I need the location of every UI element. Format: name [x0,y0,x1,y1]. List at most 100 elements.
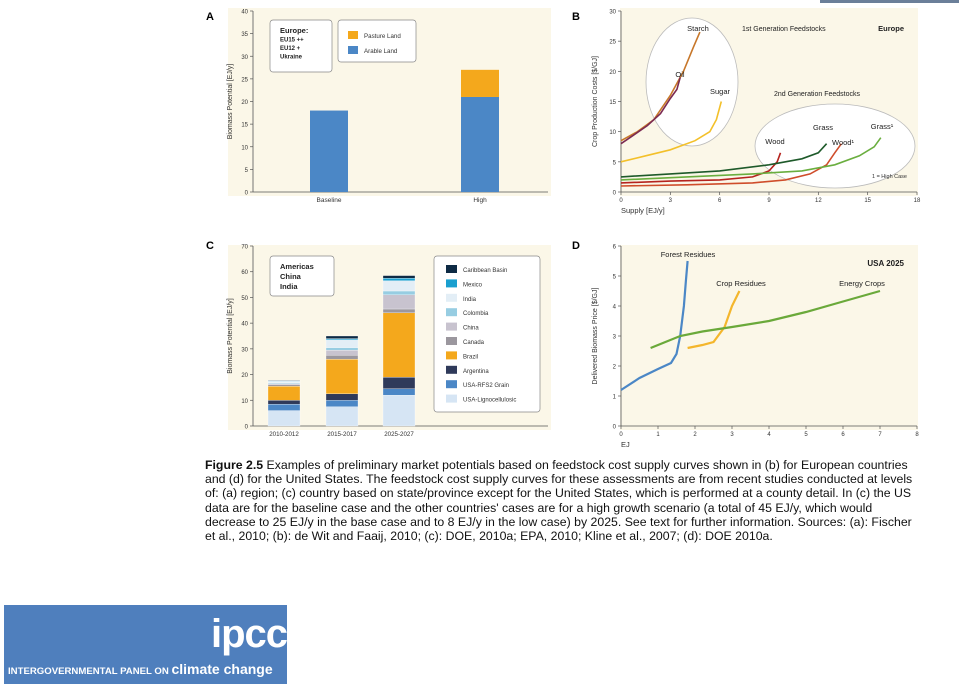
tick-label-b-y-4: 20 [609,70,616,76]
cat-label-c-2: 2025-2027 [384,431,414,438]
tick-label-a-y-6: 30 [241,55,248,61]
tick-label-b-x-5: 15 [864,198,871,204]
series-b-4 [620,143,828,178]
tick-label-b-x-2: 6 [718,198,722,204]
region-label-b: Europe [878,24,904,33]
series-b-5 [620,143,843,187]
legend-c-swatch-0 [446,265,457,273]
bar-a-1-0 [461,96,499,192]
bar-c-2-7 [382,280,416,292]
tick-label-b-x-4: 12 [815,198,822,204]
tick-label-b-x-3: 9 [767,198,771,204]
series-label-d-0: Forest Residues [661,250,716,259]
title-d: USA 2025 [867,259,904,268]
tick-label-b-x-1: 3 [669,198,673,204]
tick-label-c-y-2: 20 [241,373,248,379]
bar-c-0-4 [267,384,301,387]
tick-label-d-y-2: 2 [613,365,617,371]
legend-c-label-6: Brazil [463,354,478,360]
legend-c-label-3: Colombia [463,311,489,317]
bar-c-2-6 [382,290,416,296]
tick-label-c-y-7: 70 [241,245,248,251]
bar-c-1-7 [325,339,359,348]
bar-c-2-3 [382,312,416,378]
tick-label-d-x-4: 4 [767,432,771,438]
bar-c-0-2 [267,400,301,405]
note-b: 1 = High Case [872,174,907,180]
top-rule [820,0,959,3]
axis-label-d-x: EJ [621,440,630,449]
series-label-b-5: Wood¹ [832,138,854,147]
legend-c-swatch-5 [446,337,457,345]
panel-letter-c: C [206,240,214,252]
legend-a-swatch-1 [348,46,358,54]
bar-c-2-5 [382,294,416,310]
bar-c-2-9 [382,275,416,279]
highlight-b-first [645,17,739,147]
tick-label-c-y-5: 50 [241,296,248,302]
legend-c-swatch-8 [446,380,457,389]
box-a-line-2: EU12 + [280,46,301,52]
series-b-2 [620,101,723,163]
bar-c-0-1 [267,403,301,411]
legend-c-swatch-7 [446,365,457,374]
bar-c-1-2 [325,393,359,401]
tick-label-b-y-5: 25 [609,40,616,46]
tick-label-b-y-2: 10 [609,130,616,136]
panel-d-bg [620,245,918,430]
group-label-b-1: 2nd Generation Feedstocks [774,91,860,98]
tick-label-b-x-0: 0 [619,198,623,204]
series-label-b-0: Starch [687,24,709,33]
legend-a-swatch-0 [348,31,358,39]
box-c-line-2: India [280,282,298,291]
bar-c-0-7 [267,381,301,383]
bar-c-0-3 [267,385,301,401]
bar-c-2-2 [382,376,416,389]
series-label-b-1: Oil [675,70,685,79]
tick-label-a-y-2: 10 [241,145,248,151]
bar-c-1-1 [325,400,359,407]
tick-label-a-y-3: 15 [241,123,248,129]
tick-label-c-y-1: 10 [241,399,248,405]
tick-label-d-x-0: 0 [619,432,623,438]
cat-label-c-0: 2010-2012 [269,431,299,438]
series-b-1 [620,77,681,145]
cat-label-a-0: Baseline [317,197,342,204]
legend-c-label-1: Mexico [463,282,483,288]
tick-label-d-x-7: 7 [878,432,882,438]
legend-c-label-2: India [463,297,477,303]
ipcc-wordmark: ipcc [211,612,288,656]
cat-label-c-1: 2015-2017 [327,431,357,438]
legend-a [337,19,417,63]
tick-label-d-y-6: 6 [613,245,617,251]
bar-c-1-8 [325,338,359,341]
axis-label-c-y: Biomass Potential [EJ/y] [227,298,234,374]
series-label-b-4: Grass [813,123,833,132]
series-label-b-3: Wood [765,137,784,146]
cat-label-a-1: High [473,197,487,204]
legend-c-swatch-1 [446,279,457,288]
legend-a-label-1: Arable Land [364,48,398,55]
panel-letter-a: A [206,11,214,23]
bar-c-2-0 [382,394,416,427]
box-a [269,19,333,73]
chart-a: 0 5 10 15 20 25 30 35 40 Biomass Potential [EJ/y]… [227,10,548,204]
chart-b: 0 5 10 15 20 25 30 0 3 6 9 12 15 18 Crop Production Co… [592,10,921,216]
tick-label-a-y-8: 40 [241,10,248,16]
legend-c-label-5: Canada [463,340,485,346]
caption-text: Examples of preliminary market potential… [205,458,913,544]
legend-c-swatch-6 [446,351,457,360]
series-label-b-2: Sugar [710,87,731,96]
legend-c-label-0: Caribbean Basin [463,268,507,274]
tick-label-c-y-6: 60 [241,270,248,276]
series-label-b-6: Grass¹ [871,122,894,131]
legend-c-swatch-2 [446,293,457,302]
caption-label: Figure 2.5 [205,458,264,472]
axis-label-a-y: Biomass Potential [EJ/y] [227,64,234,140]
legend-c-label-8: USA-RFS2 Grain [463,383,509,389]
tick-label-d-y-0: 0 [613,425,617,431]
bar-c-1-0 [325,406,359,427]
bar-a-1-1 [461,69,499,97]
series-label-d-2: Energy Crops [839,279,885,288]
